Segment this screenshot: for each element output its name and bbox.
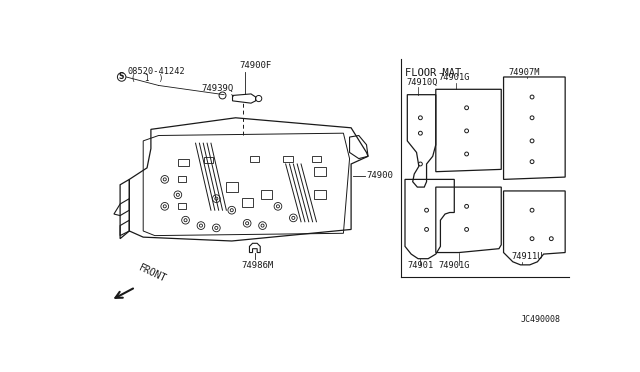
Bar <box>312 155 321 162</box>
Bar <box>261 190 272 199</box>
Bar <box>314 190 326 199</box>
Text: S: S <box>119 73 124 81</box>
Text: 74911U: 74911U <box>511 252 543 261</box>
Bar <box>204 157 213 163</box>
Bar <box>178 176 186 183</box>
Bar <box>314 167 326 176</box>
Bar <box>250 155 259 162</box>
Text: 74901: 74901 <box>407 261 433 270</box>
Text: 74901G: 74901G <box>438 261 470 270</box>
Text: 74907M: 74907M <box>509 68 540 77</box>
Text: 74939Q: 74939Q <box>201 84 233 93</box>
Text: JC490008: JC490008 <box>520 315 561 324</box>
Text: 74986M: 74986M <box>242 261 274 270</box>
Text: 08520-41242: 08520-41242 <box>128 67 186 76</box>
Text: FLOOR MAT: FLOOR MAT <box>405 68 461 78</box>
Bar <box>242 198 253 207</box>
Bar <box>225 182 238 192</box>
Text: 74910Q: 74910Q <box>406 78 438 87</box>
Text: 74901G: 74901G <box>438 73 470 82</box>
Text: (  1  ): ( 1 ) <box>131 74 163 83</box>
Bar <box>284 155 292 162</box>
Bar <box>178 203 186 209</box>
Text: 74900: 74900 <box>367 171 394 180</box>
Bar <box>178 158 189 166</box>
Text: 74900F: 74900F <box>239 61 272 70</box>
Text: FRONT: FRONT <box>137 262 168 284</box>
